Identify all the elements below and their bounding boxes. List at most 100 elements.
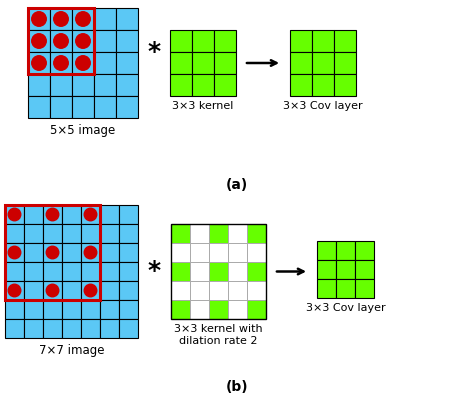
Bar — [28, 52, 50, 74]
Bar — [228, 262, 247, 281]
Bar — [214, 74, 236, 96]
Bar — [336, 241, 355, 260]
Bar — [209, 300, 228, 319]
Bar — [119, 319, 138, 338]
Circle shape — [8, 284, 21, 297]
Bar — [5, 300, 24, 319]
Bar — [100, 243, 119, 262]
Bar — [81, 319, 100, 338]
Bar — [336, 260, 355, 279]
Bar — [228, 243, 247, 262]
Bar — [228, 281, 247, 300]
Bar — [24, 281, 43, 300]
Bar — [119, 281, 138, 300]
Bar — [50, 96, 72, 118]
Bar — [190, 281, 209, 300]
Bar — [190, 243, 209, 262]
Bar — [116, 30, 138, 52]
Bar — [100, 281, 119, 300]
Bar — [119, 205, 138, 224]
Bar — [43, 224, 62, 243]
Bar — [209, 224, 228, 243]
Bar — [336, 279, 355, 298]
Text: 3×3 Cov layer: 3×3 Cov layer — [283, 101, 363, 111]
Bar — [5, 243, 24, 262]
Bar — [190, 262, 209, 281]
Bar — [62, 281, 81, 300]
Bar — [171, 224, 266, 319]
Bar — [334, 52, 356, 74]
Bar — [62, 319, 81, 338]
Bar — [62, 243, 81, 262]
Bar — [119, 243, 138, 262]
Bar — [5, 224, 24, 243]
Bar — [247, 300, 266, 319]
Bar — [171, 262, 190, 281]
Text: 3×3 Cov layer: 3×3 Cov layer — [306, 303, 385, 313]
Bar — [43, 319, 62, 338]
Bar — [62, 205, 81, 224]
Bar — [190, 300, 209, 319]
Bar — [100, 300, 119, 319]
Bar — [171, 224, 190, 243]
Circle shape — [32, 34, 46, 48]
Circle shape — [76, 56, 90, 70]
Circle shape — [84, 284, 97, 297]
Bar — [100, 262, 119, 281]
Bar — [28, 8, 94, 74]
Bar — [94, 30, 116, 52]
Bar — [312, 30, 334, 52]
Bar — [192, 30, 214, 52]
Bar — [247, 262, 266, 281]
Bar — [228, 224, 247, 243]
Bar — [247, 224, 266, 243]
Bar — [116, 8, 138, 30]
Bar — [81, 224, 100, 243]
Circle shape — [46, 284, 59, 297]
Bar — [116, 74, 138, 96]
Bar — [5, 205, 24, 224]
Bar — [247, 243, 266, 262]
Text: (a): (a) — [226, 178, 248, 192]
Bar — [24, 205, 43, 224]
Bar — [81, 281, 100, 300]
Circle shape — [84, 246, 97, 259]
Bar — [43, 205, 62, 224]
Bar — [317, 241, 336, 260]
Text: (b): (b) — [226, 380, 248, 393]
Bar — [214, 30, 236, 52]
Bar — [24, 319, 43, 338]
Bar — [72, 30, 94, 52]
Bar — [24, 243, 43, 262]
Bar — [24, 262, 43, 281]
Bar — [72, 8, 94, 30]
Bar — [72, 52, 94, 74]
Bar — [355, 279, 374, 298]
Bar — [171, 243, 190, 262]
Circle shape — [76, 12, 90, 26]
Text: *: * — [147, 40, 161, 64]
Bar — [94, 8, 116, 30]
Circle shape — [54, 34, 68, 48]
Bar — [355, 260, 374, 279]
Circle shape — [54, 56, 68, 70]
Bar — [119, 262, 138, 281]
Bar — [317, 260, 336, 279]
Circle shape — [46, 208, 59, 221]
Bar — [5, 319, 24, 338]
Bar — [5, 262, 24, 281]
Bar — [81, 262, 100, 281]
Bar — [290, 30, 312, 52]
Bar — [119, 224, 138, 243]
Circle shape — [32, 56, 46, 70]
Bar — [50, 30, 72, 52]
Bar — [171, 281, 190, 300]
Bar — [62, 224, 81, 243]
Bar — [24, 224, 43, 243]
Bar — [214, 52, 236, 74]
Bar — [209, 262, 228, 281]
Bar — [116, 52, 138, 74]
Bar — [100, 319, 119, 338]
Bar — [28, 96, 50, 118]
Bar — [355, 241, 374, 260]
